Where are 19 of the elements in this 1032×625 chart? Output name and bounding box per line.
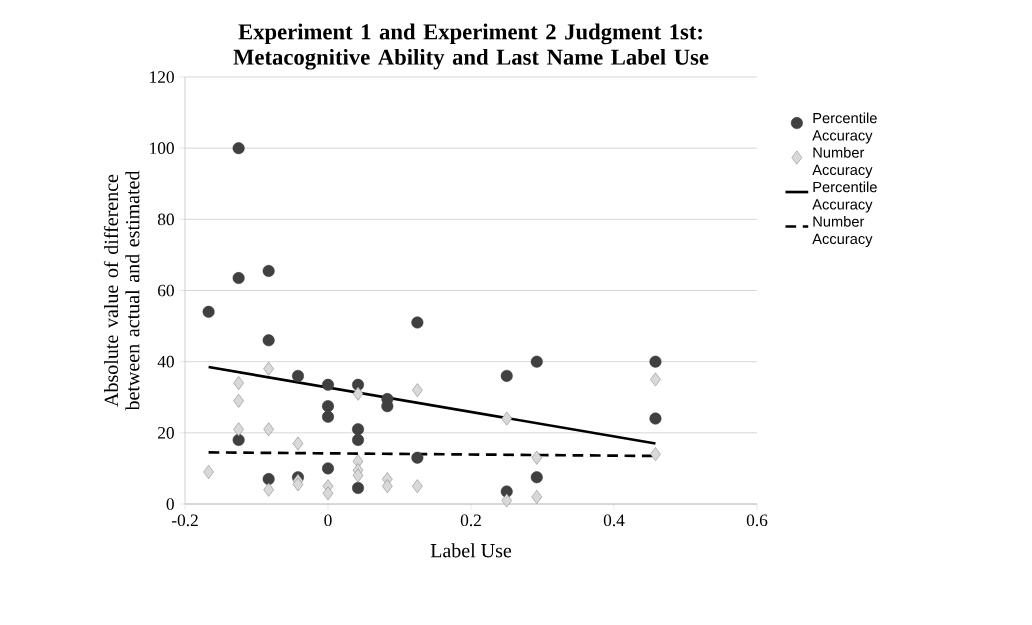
y-axis-title: Absolute value of difference between actual and estimated [103, 170, 140, 411]
y-tick-label: 60 [158, 284, 174, 297]
y-tick-label: 20 [158, 426, 174, 439]
legend-label: Number Accuracy [812, 146, 873, 178]
x-tick-label: -0.2 [171, 514, 198, 527]
y-tick-label: 0 [166, 498, 174, 510]
y-tick-label: 100 [150, 142, 174, 155]
y-tick-label: 40 [157, 355, 174, 368]
x-tick-label: 0.4 [603, 514, 625, 527]
legend-label: Percentile Accuracy [812, 181, 877, 213]
legend-label: Number Accuracy [812, 215, 873, 247]
x-tick-label: 0.6 [746, 514, 768, 527]
chart-title: Experiment 1 and Experiment 2 Judgment 1st: Metacognitive Ability and Last Name Label Use [233, 23, 709, 70]
y-tick-label: 120 [150, 71, 174, 83]
legend-label: Percentile Accuracy [812, 112, 877, 144]
x-tick-label: 0 [324, 514, 332, 527]
x-axis-title: Label Use [430, 543, 512, 558]
y-tick-label: 80 [157, 213, 174, 226]
x-tick-label: 0.2 [460, 514, 481, 527]
